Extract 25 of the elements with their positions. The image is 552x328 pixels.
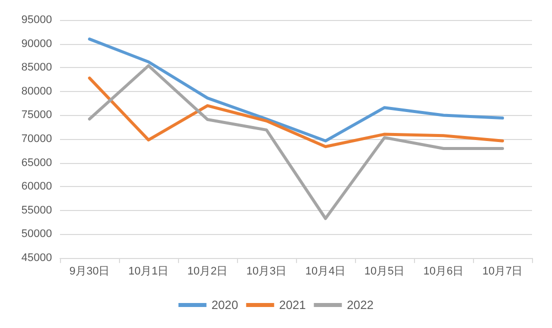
y-tick-label: 60000: [21, 180, 52, 193]
y-tick-label: 85000: [21, 62, 52, 74]
x-tick-label: 10月4日: [305, 266, 346, 278]
y-tick-label: 50000: [21, 228, 52, 240]
y-tick-label: 45000: [21, 252, 52, 264]
y-tick-label: 55000: [21, 204, 52, 216]
line-series: [88, 38, 504, 142]
legend-label: 2021: [279, 298, 306, 312]
y-tick-label: 90000: [21, 38, 52, 50]
line-series: [88, 76, 504, 148]
x-tick-label: 10月1日: [128, 266, 169, 278]
x-tick-label: 9月30日: [69, 266, 110, 278]
x-tick-label: 10月2日: [187, 266, 228, 278]
y-tick-label: 65000: [21, 156, 52, 169]
line-series: [88, 64, 504, 220]
y-tick-label: 80000: [21, 85, 52, 98]
legend-label: 2020: [211, 298, 238, 312]
x-tick-label: 10月5日: [364, 266, 405, 278]
legend-label: 2022: [346, 298, 374, 312]
x-tick-label: 10月7日: [482, 266, 523, 278]
x-tick-label: 10月3日: [246, 266, 287, 278]
y-tick-label: 70000: [21, 133, 52, 145]
y-tick-label: 75000: [21, 109, 52, 122]
x-tick-label: 10月6日: [423, 266, 464, 278]
y-tick-label: 95000: [21, 14, 52, 26]
